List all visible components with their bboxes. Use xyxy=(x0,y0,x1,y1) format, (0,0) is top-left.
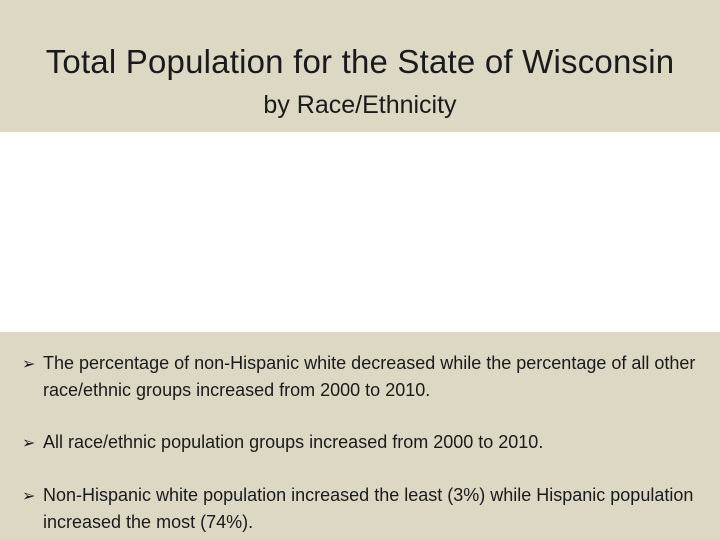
slide-title: Total Population for the State of Wiscon… xyxy=(45,43,675,80)
bullet-text: All race/ethnic population groups increa… xyxy=(43,432,544,452)
arrow-bullet-icon: ➢ xyxy=(22,486,36,505)
bullet-item: ➢ All race/ethnic population groups incre… xyxy=(22,429,720,456)
bullet-item: ➢ Non-Hispanic white population increased… xyxy=(22,482,720,535)
arrow-bullet-icon: ➢ xyxy=(22,433,36,452)
arrow-bullet-icon: ➢ xyxy=(22,354,36,373)
bullet-item: ➢ The percentage of non-Hispanic white de… xyxy=(22,350,720,403)
bullet-text: Non-Hispanic white population increased … xyxy=(43,485,694,532)
slide-subtitle: by Race/Ethnicity xyxy=(263,91,457,119)
content-placeholder-area xyxy=(0,132,720,332)
bullet-text: The percentage of non-Hispanic white dec… xyxy=(43,353,696,400)
bullets-band xyxy=(0,332,720,540)
title-band: Total Population for the State of Wiscon… xyxy=(0,0,720,132)
